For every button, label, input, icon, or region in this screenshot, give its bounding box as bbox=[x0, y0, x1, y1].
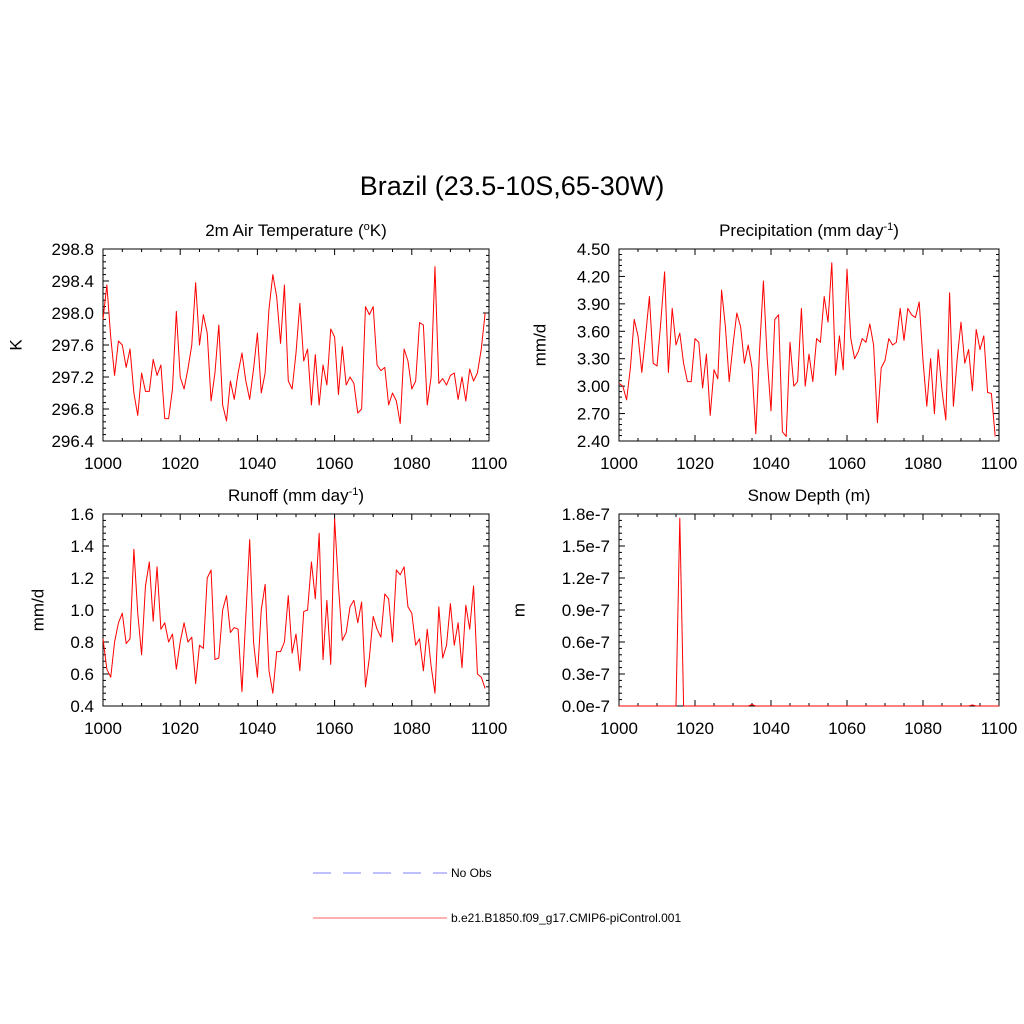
series-line bbox=[618, 262, 996, 437]
plot-frame bbox=[102, 248, 490, 442]
x-tick-label: 1000 bbox=[600, 454, 638, 473]
panel-title-superscript: o bbox=[364, 221, 370, 233]
y-tick-label: 1.5e-7 bbox=[562, 537, 610, 556]
y-tick-label: 0.6e-7 bbox=[562, 633, 610, 652]
y-tick-label: 1.2 bbox=[70, 569, 94, 588]
y-tick-label: 0.4 bbox=[70, 697, 94, 716]
y-tick-label: 3.90 bbox=[577, 295, 610, 314]
x-tick-label: 1020 bbox=[676, 719, 714, 738]
panel-title-tail: K) bbox=[370, 221, 387, 240]
panel-4: 1000 1020 1040 1060 1080 1100 0.0e-7 0.3e-7 0.6e… bbox=[510, 486, 1018, 738]
panel-3: 1000 1020 1040 1060 1080 1100 0.4 0.6 0.8 1.0 1.2 1… bbox=[29, 486, 508, 738]
x-tick-label: 1000 bbox=[84, 454, 122, 473]
y-tick-label: 1.4 bbox=[70, 537, 94, 556]
series-line bbox=[619, 517, 999, 707]
y-tick-label: 2.70 bbox=[577, 405, 610, 424]
y-tick-label: 3.30 bbox=[577, 350, 610, 369]
panel-title-main: Precipitation (mm day bbox=[719, 221, 884, 240]
panel-title-superscript: -1 bbox=[883, 221, 893, 233]
x-tick-label: 1020 bbox=[161, 454, 199, 473]
legend bbox=[313, 872, 447, 919]
panel-title: Runoff (mm day-1) bbox=[228, 486, 364, 505]
y-axis-label: K bbox=[7, 339, 26, 351]
series-line bbox=[102, 518, 486, 694]
panel-title-main: Snow Depth (m) bbox=[748, 486, 871, 505]
y-tick-label: 298.8 bbox=[51, 240, 94, 259]
y-tick-label: 0.3e-7 bbox=[562, 665, 610, 684]
y-axis-label: mm/d bbox=[29, 589, 48, 632]
x-tick-label: 1080 bbox=[393, 454, 431, 473]
x-tick-label: 1080 bbox=[904, 454, 942, 473]
y-tick-label: 4.50 bbox=[577, 240, 610, 259]
x-tick-label: 1100 bbox=[981, 454, 1018, 473]
x-tick-label: 1100 bbox=[471, 454, 508, 473]
figure-title: Brazil (23.5-10S,65-30W) bbox=[360, 171, 665, 201]
x-tick-label: 1040 bbox=[238, 719, 276, 738]
y-tick-label: 0.9e-7 bbox=[562, 601, 610, 620]
panel-title-superscript: -1 bbox=[349, 486, 359, 498]
y-axis-label: m bbox=[510, 603, 529, 617]
y-tick-label: 297.2 bbox=[51, 368, 94, 387]
x-tick-label: 1000 bbox=[600, 719, 638, 738]
x-tick-label: 1040 bbox=[238, 454, 276, 473]
x-tick-label: 1020 bbox=[161, 719, 199, 738]
y-tick-label: 298.0 bbox=[51, 304, 94, 323]
y-tick-label: 4.20 bbox=[577, 267, 610, 286]
panel-title: Snow Depth (m) bbox=[748, 486, 871, 505]
series-line bbox=[102, 266, 486, 424]
x-tick-label: 1100 bbox=[981, 719, 1018, 738]
panel-1: 1000 1020 1040 1060 1080 1100 296.4 296.8 297.2 2… bbox=[7, 221, 508, 473]
y-tick-label: 298.4 bbox=[51, 272, 94, 291]
y-tick-label: 3.60 bbox=[577, 322, 610, 341]
panel-title: Precipitation (mm day-1) bbox=[719, 221, 899, 240]
panel-title-main: 2m Air Temperature ( bbox=[205, 221, 364, 240]
y-tick-label: 0.6 bbox=[70, 665, 94, 684]
x-tick-label: 1040 bbox=[752, 454, 790, 473]
y-tick-label: 0.8 bbox=[70, 633, 94, 652]
x-tick-label: 1020 bbox=[676, 454, 714, 473]
panel-title-main: Runoff (mm day bbox=[228, 486, 349, 505]
panel-2: 1000 1020 1040 1060 1080 1100 2.40 2.70 3.00 3.30… bbox=[531, 221, 1018, 473]
y-tick-label: 1.8e-7 bbox=[562, 505, 610, 524]
y-tick-label: 0.0e-7 bbox=[562, 697, 610, 716]
y-tick-label: 3.00 bbox=[577, 377, 610, 396]
x-tick-label: 1060 bbox=[316, 719, 354, 738]
y-tick-label: 1.2e-7 bbox=[562, 569, 610, 588]
x-tick-label: 1000 bbox=[84, 719, 122, 738]
x-tick-label: 1040 bbox=[752, 719, 790, 738]
plot-frame bbox=[102, 513, 490, 707]
x-tick-label: 1080 bbox=[904, 719, 942, 738]
panel-title-tail: ) bbox=[358, 486, 364, 505]
plot-frame bbox=[618, 513, 1000, 707]
y-axis-label: mm/d bbox=[531, 324, 550, 367]
panel-title: 2m Air Temperature (oK) bbox=[205, 221, 387, 240]
y-tick-label: 2.40 bbox=[577, 432, 610, 451]
y-tick-label: 1.6 bbox=[70, 505, 94, 524]
x-tick-label: 1100 bbox=[471, 719, 508, 738]
chart-panels: 1000 1020 1040 1060 1080 1100 296.4 296.8 297.2 2… bbox=[7, 221, 1018, 738]
x-tick-label: 1060 bbox=[316, 454, 354, 473]
y-tick-label: 297.6 bbox=[51, 336, 94, 355]
y-tick-label: 296.8 bbox=[51, 400, 94, 419]
y-tick-label: 296.4 bbox=[51, 432, 94, 451]
panel-title-tail: ) bbox=[893, 221, 899, 240]
y-tick-label: 1.0 bbox=[70, 601, 94, 620]
x-tick-label: 1060 bbox=[828, 719, 866, 738]
x-tick-label: 1080 bbox=[393, 719, 431, 738]
x-tick-label: 1060 bbox=[828, 454, 866, 473]
